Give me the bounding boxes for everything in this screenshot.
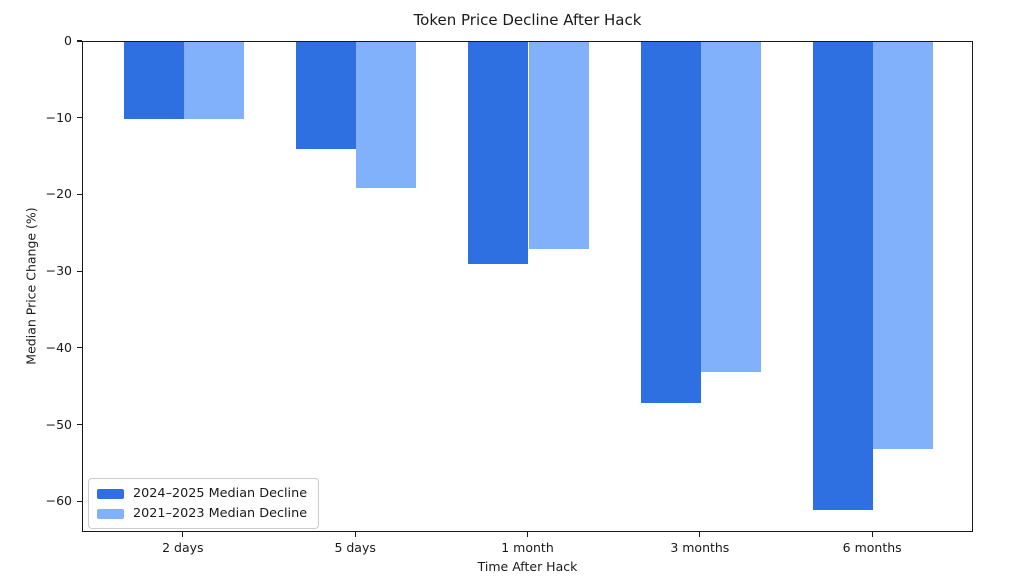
bar-6-months-series-1 <box>873 42 934 449</box>
bar-5-days-series-1 <box>356 42 417 188</box>
legend-label: 2021–2023 Median Decline <box>133 506 308 521</box>
x-tick-label: 1 month <box>501 540 554 555</box>
legend-row: 2021–2023 Median Decline <box>97 506 307 521</box>
legend-row: 2024–2025 Median Decline <box>97 486 307 501</box>
legend-label: 2024–2025 Median Decline <box>133 486 308 501</box>
y-tick-label: −10 <box>45 109 72 125</box>
chart-title: Token Price Decline After Hack <box>413 11 642 29</box>
x-tick-mark <box>871 532 873 537</box>
y-tick-label: −60 <box>45 493 72 509</box>
x-tick-label: 6 months <box>842 540 902 555</box>
x-axis-label: Time After Hack <box>477 559 578 574</box>
bar-6-months-series-0 <box>812 42 874 510</box>
bar-2-days-series-0 <box>123 42 184 119</box>
y-tick-mark <box>77 40 82 42</box>
x-tick-label: 5 days <box>334 540 376 555</box>
y-tick-mark <box>77 193 82 196</box>
plot-area <box>82 41 973 532</box>
x-tick-label: 2 days <box>162 540 204 555</box>
x-tick-mark <box>354 532 356 537</box>
y-tick-mark <box>77 117 82 119</box>
y-tick-mark <box>77 423 82 426</box>
legend-swatch <box>97 488 124 499</box>
bar-5-days-series-0 <box>295 42 357 150</box>
y-axis-label: Median Price Change (%) <box>23 207 39 365</box>
bar-1-month-series-1 <box>528 42 589 250</box>
bar-1-month-series-0 <box>468 42 529 265</box>
bar-2-days-series-1 <box>183 42 245 119</box>
legend-swatch <box>97 508 124 519</box>
y-tick-label: 0 <box>64 33 72 48</box>
y-tick-label: −50 <box>45 416 72 432</box>
y-tick-mark <box>77 347 82 349</box>
bar-3-months-series-1 <box>700 42 762 372</box>
y-tick-label: −20 <box>45 186 72 202</box>
y-tick-mark <box>77 270 82 272</box>
x-tick-label: 3 months <box>670 540 730 555</box>
legend: 2024–2025 Median Decline 2021–2023 Median… <box>88 478 320 529</box>
bar-3-months-series-0 <box>640 42 701 403</box>
x-tick-mark <box>182 532 184 537</box>
x-tick-mark <box>699 532 701 537</box>
y-tick-label: −30 <box>45 263 72 279</box>
y-tick-label: −40 <box>45 339 72 355</box>
y-tick-mark <box>77 500 82 502</box>
x-tick-mark <box>526 532 529 537</box>
